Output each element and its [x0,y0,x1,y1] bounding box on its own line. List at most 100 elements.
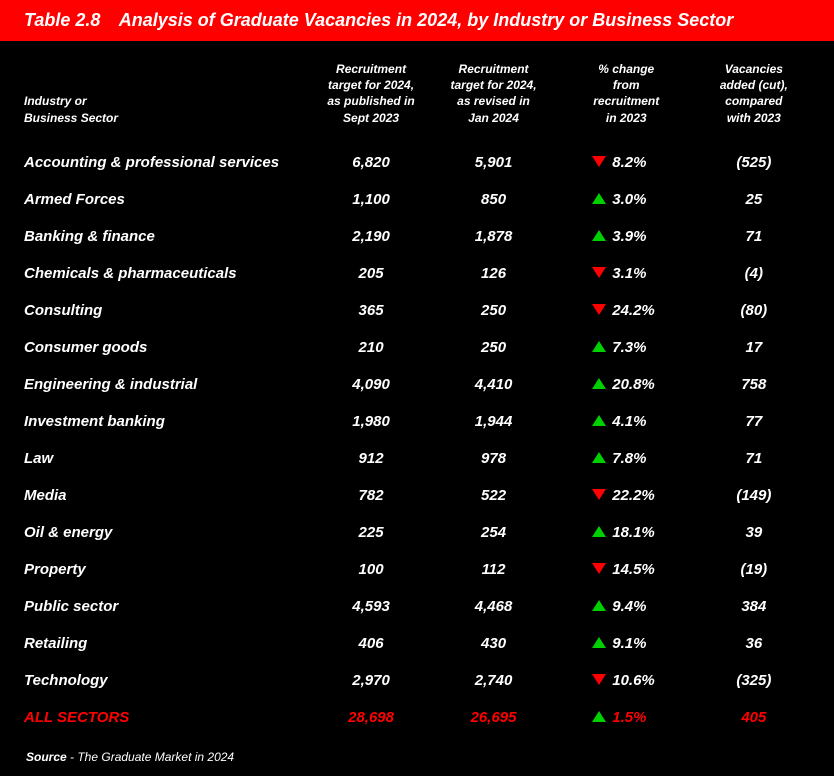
cell-target-sept: 205 [310,255,432,292]
cell-vacancies: 39 [698,514,810,551]
cell-pct-change: 14.5% [555,551,698,588]
table-row: Oil & energy22525418.1%39 [24,514,810,551]
cell-target-jan: 250 [432,292,554,329]
cell-target-sept: 4,090 [310,366,432,403]
pct-value: 9.1% [612,635,660,652]
cell-sector: Investment banking [24,403,310,440]
col-header-sector: Industry orBusiness Sector [24,55,310,144]
cell-target-jan: 850 [432,181,554,218]
pct-value: 14.5% [612,561,660,578]
cell-pct-change: 7.3% [555,329,698,366]
arrow-up-icon [592,711,606,722]
cell-vacancies: 71 [698,218,810,255]
table-row: Armed Forces1,1008503.0%25 [24,181,810,218]
table-header: Industry orBusiness Sector Recruitmentta… [24,55,810,144]
arrow-down-icon [592,674,606,685]
cell-sector: Public sector [24,588,310,625]
arrow-up-icon [592,193,606,204]
cell-target-jan: 978 [432,440,554,477]
arrow-up-icon [592,415,606,426]
cell-sector: Banking & finance [24,218,310,255]
pct-value: 8.2% [612,154,660,171]
cell-vacancies: (80) [698,292,810,329]
table-row: Accounting & professional services6,8205… [24,144,810,181]
cell-vacancies: 77 [698,403,810,440]
cell-sector: Consumer goods [24,329,310,366]
cell-target-sept: 782 [310,477,432,514]
cell-target-sept: 1,980 [310,403,432,440]
cell-sector: Property [24,551,310,588]
cell-sector: Armed Forces [24,181,310,218]
cell-vacancies: 384 [698,588,810,625]
cell-target-sept: 100 [310,551,432,588]
cell-vacancies: (19) [698,551,810,588]
table-row: Retailing4064309.1%36 [24,625,810,662]
cell-target-jan: 112 [432,551,554,588]
cell-vacancies: 17 [698,329,810,366]
table-row: Banking & finance2,1901,878 3.9% 71 [24,218,810,255]
pct-value: 7.8% [612,450,660,467]
arrow-down-icon [592,489,606,500]
cell-pct-change: 9.1% [555,625,698,662]
pct-value: 10.6% [612,672,660,689]
cell-vacancies: 758 [698,366,810,403]
pct-value: 20.8% [612,376,660,393]
cell-sector: Media [24,477,310,514]
cell-target-jan: 26,695 [432,699,554,736]
cell-pct-change: 8.2% [555,144,698,181]
cell-vacancies: (325) [698,662,810,699]
table-title: Analysis of Graduate Vacancies in 2024, … [119,10,734,30]
cell-vacancies: 36 [698,625,810,662]
cell-sector: Accounting & professional services [24,144,310,181]
arrow-up-icon [592,452,606,463]
cell-target-jan: 1,878 [432,218,554,255]
cell-target-sept: 1,100 [310,181,432,218]
cell-pct-change: 22.2% [555,477,698,514]
pct-value: 3.0% [612,191,660,208]
pct-value: 7.3% [612,339,660,356]
arrow-down-icon [592,267,606,278]
cell-target-sept: 2,970 [310,662,432,699]
arrow-up-icon [592,378,606,389]
table-number: Table 2.8 [24,10,100,30]
cell-target-sept: 210 [310,329,432,366]
cell-pct-change: 4.1% [555,403,698,440]
cell-target-sept: 365 [310,292,432,329]
pct-value: 3.1% [612,265,660,282]
cell-pct-change: 9.4% [555,588,698,625]
pct-value: 9.4% [612,598,660,615]
cell-target-jan: 254 [432,514,554,551]
col-header-vacancies: Vacanciesadded (cut),comparedwith 2023 [698,55,810,144]
pct-value: 24.2% [612,302,660,319]
cell-target-jan: 430 [432,625,554,662]
cell-target-jan: 4,410 [432,366,554,403]
cell-target-jan: 522 [432,477,554,514]
table-row: Engineering & industrial4,0904,410 20.8% 7… [24,366,810,403]
cell-target-jan: 5,901 [432,144,554,181]
arrow-up-icon [592,230,606,241]
table-row: Property100112 14.5% (19) [24,551,810,588]
cell-vacancies: (149) [698,477,810,514]
cell-target-sept: 406 [310,625,432,662]
table-row-total: ALL SECTORS28,69826,6951.5%405 [24,699,810,736]
table-container: Industry orBusiness Sector Recruitmentta… [0,41,834,744]
cell-sector: Chemicals & pharmaceuticals [24,255,310,292]
vacancies-table: Industry orBusiness Sector Recruitmentta… [24,55,810,736]
table-row: Technology2,9702,74010.6%(325) [24,662,810,699]
cell-target-sept: 2,190 [310,218,432,255]
cell-pct-change: 7.8% [555,440,698,477]
cell-pct-change: 1.5% [555,699,698,736]
cell-vacancies: 71 [698,440,810,477]
table-row: Consulting36525024.2%(80) [24,292,810,329]
table-row: Media78252222.2%(149) [24,477,810,514]
cell-sector: ALL SECTORS [24,699,310,736]
cell-sector: Engineering & industrial [24,366,310,403]
arrow-down-icon [592,304,606,315]
arrow-up-icon [592,341,606,352]
cell-target-sept: 912 [310,440,432,477]
pct-value: 3.9% [612,228,660,245]
table-row: Chemicals & pharmaceuticals2051263.1%(4) [24,255,810,292]
cell-target-sept: 225 [310,514,432,551]
cell-pct-change: 24.2% [555,292,698,329]
table-row: Law9129787.8%71 [24,440,810,477]
